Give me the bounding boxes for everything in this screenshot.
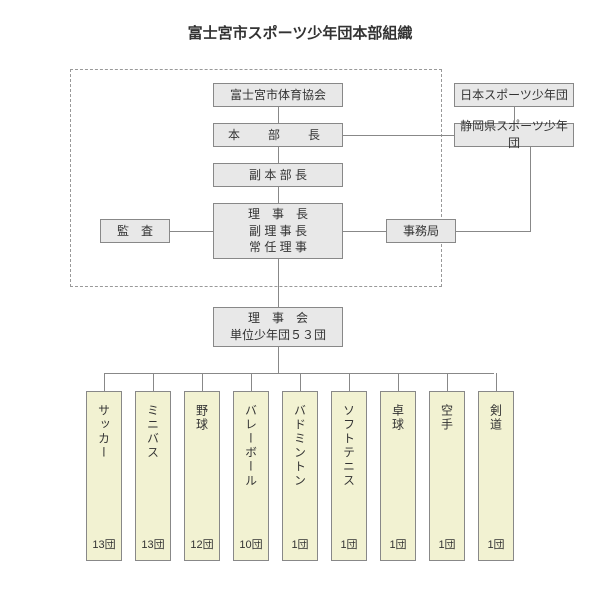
sport-name: 卓球 (390, 404, 407, 432)
org-chart: 富士宮市体育協会 本 部 長 副 本 部 長 理 事 長 副 理 事 長 常 任… (0, 43, 600, 603)
sport-box: 空手 1団 (429, 391, 465, 561)
connector (398, 373, 399, 391)
connector (278, 259, 279, 307)
sport-name: バドミントン (292, 404, 309, 488)
label: 日本スポーツ少年団 (460, 87, 568, 104)
connector (343, 135, 454, 136)
sport-name: 野球 (194, 404, 211, 432)
connector (514, 107, 515, 123)
sport-count: 1団 (430, 536, 464, 552)
connector (104, 373, 105, 391)
connector (278, 107, 279, 123)
sport-box: バドミントン 1団 (282, 391, 318, 561)
sport-name: ミニバス (145, 404, 162, 460)
sport-box: 卓球 1団 (380, 391, 416, 561)
connector (153, 373, 154, 391)
connector (456, 231, 530, 232)
label-3: 常 任 理 事 (249, 239, 307, 256)
sport-box: 剣道 1団 (478, 391, 514, 561)
bus-line (104, 373, 494, 374)
label: 富士宮市体育協会 (230, 87, 326, 104)
node-kansa: 監 査 (100, 219, 170, 243)
connector (300, 373, 301, 391)
label-2: 副 理 事 長 (249, 223, 307, 240)
sport-name: 剣道 (488, 404, 505, 432)
node-rijichou: 理 事 長 副 理 事 長 常 任 理 事 (213, 203, 343, 259)
sport-box: ミニバス 13団 (135, 391, 171, 561)
sport-name: 空手 (439, 404, 456, 432)
sport-count: 1団 (332, 536, 366, 552)
connector (447, 373, 448, 391)
connector (278, 347, 279, 373)
sport-count: 13団 (136, 536, 170, 552)
sport-count: 1団 (283, 536, 317, 552)
sport-box: サッカー 13団 (86, 391, 122, 561)
connector (170, 231, 213, 232)
connector (343, 231, 386, 232)
label-1: 理 事 会 (248, 310, 308, 327)
node-jimukyoku: 事務局 (386, 219, 456, 243)
label: 副 本 部 長 (249, 167, 307, 184)
sport-count: 12団 (185, 536, 219, 552)
label: 事務局 (403, 223, 439, 240)
sport-count: 13団 (87, 536, 121, 552)
connector (530, 147, 531, 232)
sport-name: サッカー (96, 404, 113, 460)
sport-count: 1団 (479, 536, 513, 552)
sport-box: バレーボール 10団 (233, 391, 269, 561)
connector (202, 373, 203, 391)
connector (278, 147, 279, 163)
node-japan: 日本スポーツ少年団 (454, 83, 574, 107)
node-rijikai: 理 事 会 単位少年団５３団 (213, 307, 343, 347)
connector (278, 187, 279, 203)
sport-box: ソフトテニス 1団 (331, 391, 367, 561)
sport-name: ソフトテニス (341, 404, 358, 488)
sport-count: 1団 (381, 536, 415, 552)
sport-count: 10団 (234, 536, 268, 552)
label: 本 部 長 (228, 127, 328, 144)
node-fukuhonbuchou: 副 本 部 長 (213, 163, 343, 187)
sport-name: バレーボール (243, 404, 260, 488)
connector (349, 373, 350, 391)
sport-box: 野球 12団 (184, 391, 220, 561)
connector (251, 373, 252, 391)
label-2: 単位少年団５３団 (230, 327, 326, 344)
node-honbuchou: 本 部 長 (213, 123, 343, 147)
connector (496, 373, 497, 391)
node-taikyou: 富士宮市体育協会 (213, 83, 343, 107)
label: 静岡県スポーツ少年団 (455, 118, 573, 152)
node-shizuoka: 静岡県スポーツ少年団 (454, 123, 574, 147)
label-1: 理 事 長 (248, 206, 308, 223)
page-title: 富士宮市スポーツ少年団本部組織 (0, 0, 600, 43)
label: 監 査 (117, 223, 153, 240)
